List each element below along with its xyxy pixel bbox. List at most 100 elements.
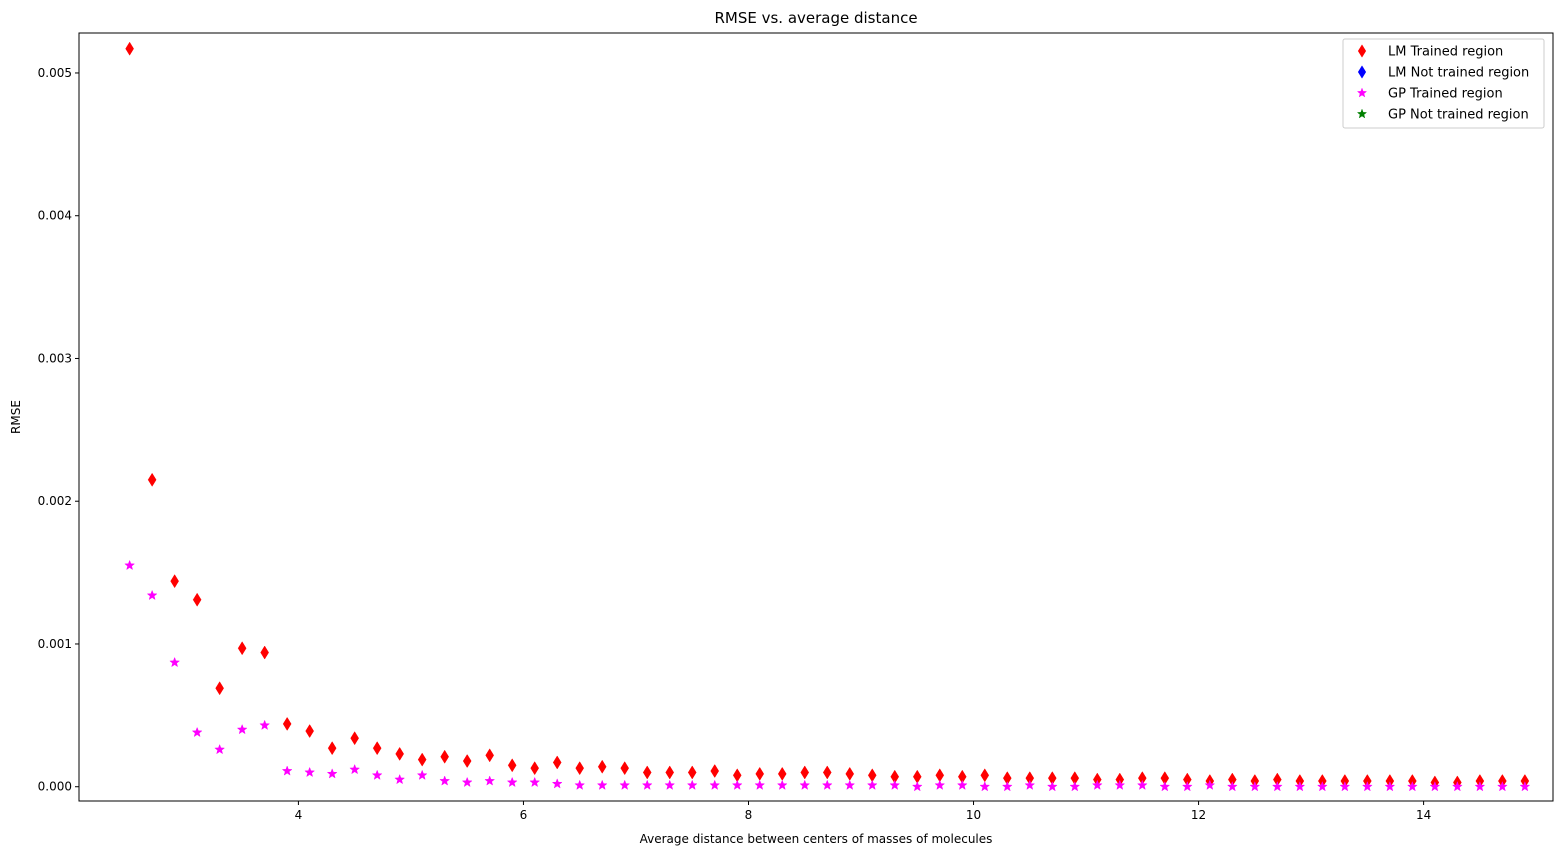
lm-point: [327, 741, 337, 756]
legend-label: GP Trained region: [1388, 87, 1503, 102]
gp-point: [1496, 781, 1508, 792]
y-tick-label: 0.001: [38, 637, 72, 651]
lm-point: [462, 754, 472, 769]
lm-point: [170, 574, 179, 589]
lm-point: [417, 752, 427, 767]
gp-point: [484, 775, 496, 786]
gp-point: [641, 779, 653, 790]
lm-point: [372, 741, 382, 756]
gp-point: [1136, 779, 1148, 790]
series-gp-trained-region: [124, 559, 1531, 792]
lm-point: [147, 472, 157, 487]
lm-point: [440, 749, 449, 764]
lm-point: [350, 731, 359, 746]
gp-point: [1001, 781, 1013, 792]
x-tick-label: 10: [966, 808, 981, 822]
gp-point: [979, 781, 991, 792]
legend-marker: [1357, 44, 1367, 58]
gp-point: [1339, 781, 1351, 792]
legend-marker: [1356, 108, 1368, 119]
y-tick-label: 0.003: [38, 351, 72, 365]
gp-point: [506, 776, 518, 788]
gp-point: [1069, 781, 1081, 792]
gp-point: [529, 776, 541, 788]
gp-point: [709, 779, 721, 790]
chart-title: RMSE vs. average distance: [714, 9, 917, 27]
y-tick-label: 0.002: [38, 494, 72, 508]
lm-point: [485, 748, 494, 763]
lm-point: [192, 592, 202, 607]
gp-point: [844, 779, 856, 790]
gp-point: [304, 766, 316, 778]
plot-frame: [78, 32, 1554, 802]
gp-point: [439, 775, 451, 786]
lm-point: [237, 641, 247, 656]
lm-point: [282, 716, 292, 731]
gp-point: [1429, 781, 1441, 792]
legend-label: LM Trained region: [1388, 45, 1503, 60]
gp-point: [1091, 779, 1103, 790]
lm-point: [642, 765, 652, 780]
gp-point: [461, 776, 473, 788]
gp-point: [754, 779, 766, 790]
x-tick-label: 4: [295, 808, 303, 822]
gp-point: [1316, 781, 1328, 792]
gp-point: [371, 769, 383, 780]
lm-point: [552, 755, 562, 770]
x-tick-label: 6: [520, 808, 528, 822]
lm-point: [125, 41, 134, 56]
gp-point: [956, 779, 968, 790]
gp-point: [889, 779, 901, 790]
gp-point: [821, 779, 833, 790]
lm-point: [777, 766, 787, 781]
gp-point: [124, 559, 136, 571]
gp-point: [326, 768, 338, 779]
legend-box: [1342, 38, 1545, 129]
gp-point: [349, 763, 361, 775]
gp-point: [1384, 781, 1396, 792]
y-axis-label: RMSE: [9, 400, 23, 434]
gp-point: [1406, 781, 1418, 792]
lm-point: [575, 761, 585, 776]
gp-point: [1294, 781, 1306, 792]
gp-point: [146, 589, 158, 601]
lm-point: [597, 759, 607, 774]
gp-point: [1046, 781, 1058, 792]
lm-point: [980, 768, 990, 783]
gp-point: [799, 779, 811, 790]
gp-point: [1204, 779, 1216, 790]
axes-layer: 4 6 8 10 12 14 0.000 0.001 0.002 0.003 0.004 0.005: [38, 66, 1432, 822]
gp-point: [1451, 781, 1463, 792]
gp-point: [731, 779, 743, 790]
gp-point: [664, 779, 676, 790]
gp-point: [551, 778, 563, 789]
legend-marker: [1357, 65, 1367, 79]
lm-point: [305, 724, 314, 739]
x-tick-label: 8: [745, 808, 753, 822]
lm-point: [845, 766, 855, 781]
gp-point: [1226, 781, 1238, 792]
legend-marker: [1356, 87, 1368, 98]
gp-point: [866, 779, 878, 790]
legend-label: LM Not trained region: [1388, 66, 1529, 81]
gp-point: [416, 769, 428, 780]
gp-point: [619, 779, 631, 790]
gp-point: [1159, 781, 1171, 792]
lm-point: [507, 758, 517, 773]
gp-point: [776, 779, 788, 790]
lm-point: [822, 765, 832, 780]
gp-point: [394, 773, 406, 785]
gp-point: [911, 781, 923, 792]
gp-point: [1114, 779, 1126, 790]
gp-point: [169, 656, 181, 668]
series-layer: [124, 41, 1531, 792]
gp-point: [934, 779, 946, 790]
gp-point: [281, 765, 293, 776]
x-tick-label: 14: [1416, 808, 1431, 822]
x-axis-label: Average distance between centers of mass…: [640, 832, 993, 846]
x-tick-label: 12: [1191, 808, 1206, 822]
lm-point: [215, 681, 224, 696]
gp-point: [596, 779, 608, 790]
lm-point: [687, 765, 697, 780]
